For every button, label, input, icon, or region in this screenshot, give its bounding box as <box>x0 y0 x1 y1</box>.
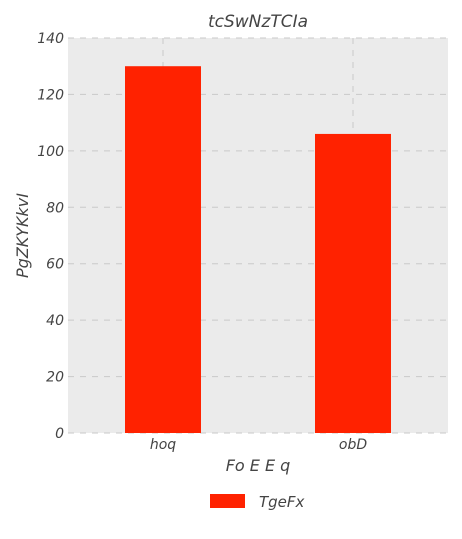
bar-obD <box>315 133 391 433</box>
y-tick-label: 60 <box>46 257 64 273</box>
bars <box>125 66 391 433</box>
legend-label-series-1: TgeFx <box>259 493 305 511</box>
x-tick-labels: hoq obD <box>150 437 367 453</box>
y-tick-label: 120 <box>37 87 64 103</box>
y-tick-label: 140 <box>37 31 64 47</box>
legend-swatch <box>210 494 245 508</box>
x-tick-label: obD <box>339 437 367 453</box>
y-tick-labels: 0 20 40 60 80 100 120 140 <box>37 31 64 442</box>
x-tick-label: hoq <box>150 437 176 453</box>
x-axis-label: Fo E E q <box>226 456 291 475</box>
bar-hoq <box>125 66 201 433</box>
chart-title: tcSwNzTCIa <box>208 12 308 32</box>
y-tick-label: 100 <box>37 144 64 160</box>
y-tick-label: 80 <box>46 200 64 216</box>
y-axis-label: PgZKYKkvI <box>13 193 32 278</box>
y-tick-label: 40 <box>46 313 64 329</box>
legend: TgeFx <box>210 493 305 511</box>
y-tick-label: 20 <box>46 370 64 386</box>
y-tick-label: 0 <box>55 426 64 442</box>
